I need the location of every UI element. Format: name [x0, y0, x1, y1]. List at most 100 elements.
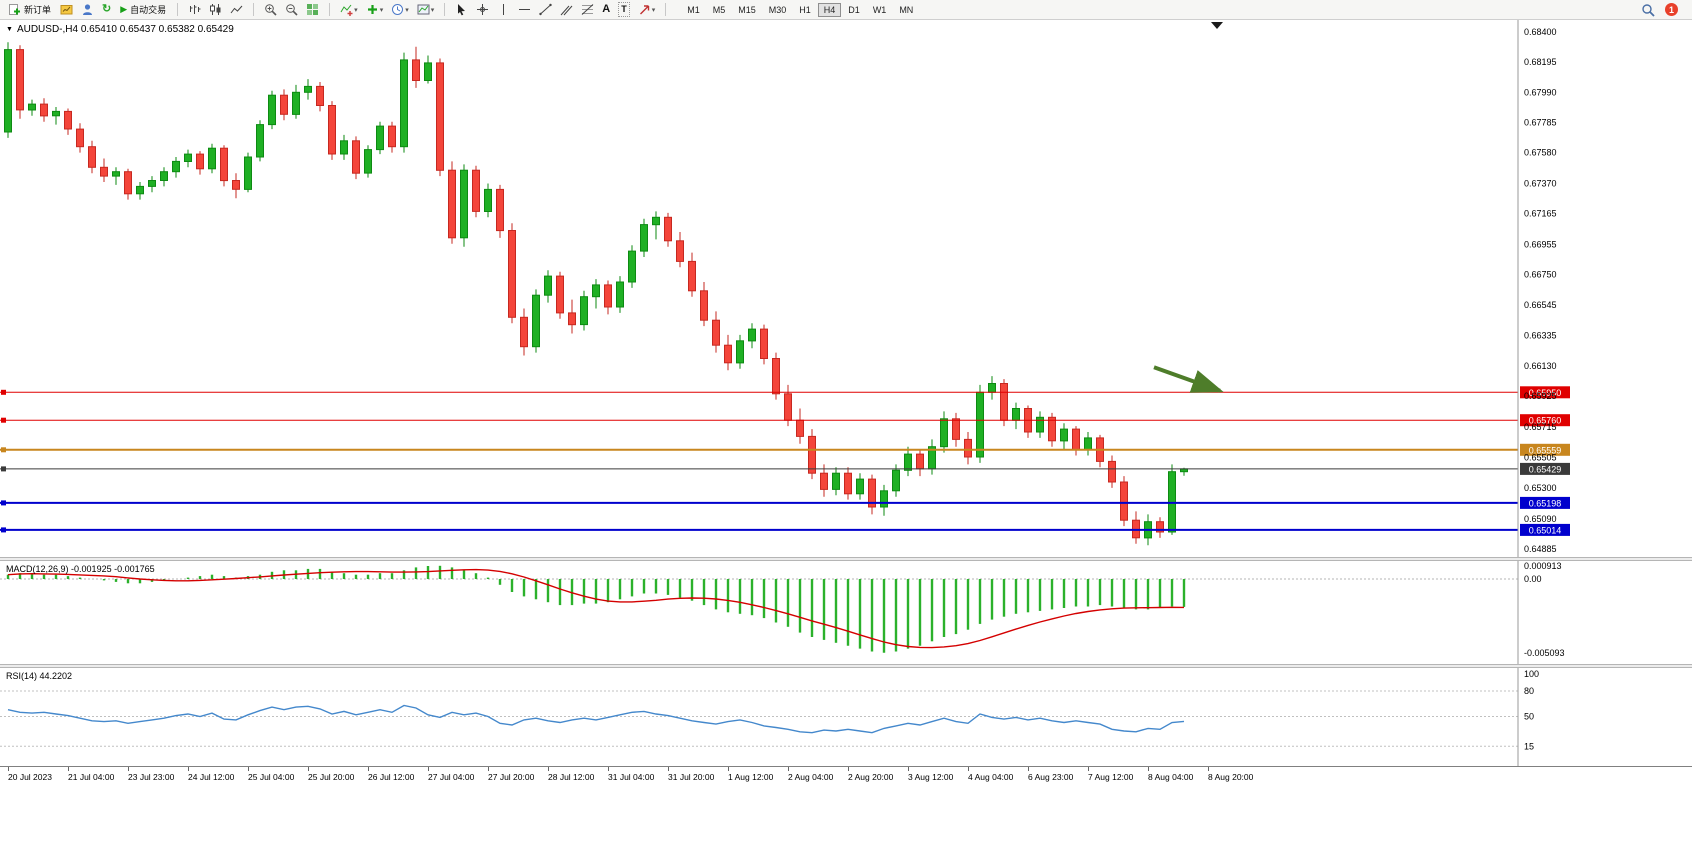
navigator-icon	[83, 4, 93, 15]
arrow-annotation[interactable]	[1153, 365, 1224, 393]
periods-button[interactable]: ▾	[388, 1, 412, 19]
svg-text:0.00: 0.00	[1524, 574, 1542, 584]
timeframe-m1[interactable]: M1	[687, 4, 700, 15]
trendline-button[interactable]	[536, 1, 555, 19]
zoom-out-button[interactable]	[282, 1, 301, 19]
timeframe-m15[interactable]: M15	[738, 4, 756, 15]
hline-0.65950[interactable]: 0.65950	[0, 386, 1570, 399]
indicators-icon	[340, 4, 353, 16]
svg-text:0.65429: 0.65429	[1529, 464, 1562, 474]
time-axis-label: 8 Aug 20:00	[1208, 767, 1254, 782]
time-axis-label: 8 Aug 04:00	[1148, 767, 1194, 782]
timeframe-h1[interactable]: H1	[799, 4, 811, 15]
time-axis-label: 7 Aug 12:00	[1088, 767, 1134, 782]
rsi-line	[7, 704, 1185, 734]
timeframe-d1[interactable]: D1	[848, 4, 860, 15]
time-axis[interactable]: 20 Jul 2023 21 Jul 04:00 23 Jul 23:00 24 Ju…	[0, 766, 1692, 786]
cursor-icon	[458, 4, 466, 16]
auto-trading-icon: ▶	[120, 4, 128, 14]
hline-0.65014[interactable]: 0.65014	[0, 523, 1570, 536]
zoom-out-icon	[286, 4, 298, 16]
time-axis-label: 3 Aug 12:00	[908, 767, 954, 782]
chevron-down-icon: ▾	[354, 6, 358, 14]
new-order-button[interactable]: 新订单	[4, 2, 55, 18]
toolbar-separator	[665, 3, 667, 16]
templates-button[interactable]: ▾	[414, 1, 438, 19]
chevron-down-icon: ▾	[405, 6, 409, 14]
svg-text:0.68400: 0.68400	[1524, 27, 1557, 37]
svg-text:0.65760: 0.65760	[1529, 416, 1562, 426]
svg-text:0.66335: 0.66335	[1524, 331, 1557, 341]
market-watch-button[interactable]	[57, 1, 76, 19]
line-chart-button[interactable]	[227, 1, 246, 19]
tile-windows-button[interactable]	[303, 1, 322, 19]
time-axis-label: 27 Jul 04:00	[428, 767, 475, 782]
time-axis-label: 27 Jul 20:00	[488, 767, 535, 782]
svg-text:0.67580: 0.67580	[1524, 148, 1557, 158]
horizontal-line-button[interactable]	[515, 1, 534, 19]
equidistant-channel-button[interactable]	[557, 1, 576, 19]
panel-splitter[interactable]	[0, 664, 1692, 668]
search-button[interactable]	[1638, 1, 1658, 19]
chevron-down-icon: ▾	[651, 6, 656, 14]
refresh-button[interactable]: ↻	[99, 1, 114, 19]
cursor-button[interactable]	[452, 1, 471, 19]
hline-0.65559[interactable]: 0.65559	[0, 443, 1570, 456]
rsi-panel[interactable]: 100 80 50 15	[0, 668, 1692, 766]
text-label-button[interactable]: T	[615, 1, 633, 19]
panel-splitter[interactable]	[0, 557, 1692, 561]
chevron-down-icon: ▾	[430, 6, 435, 14]
add-chart-button[interactable]: ▾	[363, 1, 387, 19]
svg-text:0.66955: 0.66955	[1524, 240, 1557, 250]
tile-windows-icon	[307, 4, 319, 15]
hline-0.65198[interactable]: 0.65198	[0, 496, 1570, 509]
new-order-icon	[9, 4, 20, 15]
fibonacci-button[interactable]	[578, 1, 597, 19]
templates-icon	[417, 4, 430, 15]
svg-text:0.68195: 0.68195	[1524, 57, 1557, 67]
svg-text:0.66130: 0.66130	[1524, 361, 1557, 371]
periods-clock-icon	[392, 4, 404, 15]
svg-text:0.67785: 0.67785	[1524, 117, 1557, 127]
timeframe-m30[interactable]: M30	[768, 4, 787, 15]
timeframe-group: M1 M5 M15 M30 H1 H4 D1 W1 MN	[681, 2, 919, 17]
collapse-triangle-icon[interactable]: ▼	[6, 26, 13, 33]
hline-0.65429[interactable]: 0.65429	[0, 462, 1570, 475]
crosshair-icon	[477, 4, 489, 15]
timeframe-mn[interactable]: MN	[899, 4, 914, 15]
toolbar-separator	[329, 3, 331, 16]
time-axis-label: 24 Jul 12:00	[188, 767, 235, 782]
svg-text:80: 80	[1524, 686, 1534, 696]
macd-title: MACD(12,26,9) -0.001925 -0.001765	[6, 564, 155, 574]
svg-text:0.67990: 0.67990	[1524, 87, 1557, 97]
navigator-button[interactable]	[78, 1, 97, 19]
notification-badge[interactable]: 1	[1665, 3, 1678, 16]
timeframe-w1[interactable]: W1	[872, 4, 887, 15]
zoom-in-button[interactable]	[261, 1, 280, 19]
line-chart-icon	[230, 5, 243, 14]
price-axis[interactable]: 0.68400 0.68195 0.67990 0.67785 0.67580 0.673…	[1517, 20, 1557, 557]
vertical-line-button[interactable]	[494, 1, 513, 19]
arrows-button[interactable]: ▾	[635, 1, 659, 19]
time-axis-label: 4 Aug 04:00	[968, 767, 1014, 782]
bar-chart-button[interactable]	[185, 1, 204, 19]
auto-trading-button[interactable]: ▶ 自动交易	[116, 2, 170, 18]
macd-signal-line	[7, 568, 1185, 649]
timeframe-m5[interactable]: M5	[712, 4, 726, 15]
market-watch-icon	[60, 5, 73, 15]
text-button[interactable]: A	[599, 1, 613, 19]
chart-window: 0.65950 0.65760 0.65559 0.65429 0.65198 0.650…	[0, 20, 1692, 850]
trendline-icon	[539, 3, 552, 16]
time-axis-label: 20 Jul 2023	[8, 767, 52, 782]
toolbar: 新订单 ↻ ▶ 自动交易 ▾ ▾ ▾ ▾ A T ▾ M1 M5 M15 M30 H1 H…	[0, 0, 1692, 20]
crosshair-button[interactable]	[473, 1, 492, 19]
hline-0.65760[interactable]: 0.65760	[0, 414, 1570, 427]
timeframe-h4[interactable]: H4	[817, 2, 842, 17]
indicators-button[interactable]: ▾	[337, 1, 361, 19]
candlestick-chart[interactable]: 0.65950 0.65760 0.65559 0.65429 0.65198 0.650…	[0, 20, 1692, 557]
svg-text:0.65505: 0.65505	[1524, 453, 1557, 463]
search-icon	[1642, 3, 1655, 17]
macd-panel[interactable]: 0.000913 0.00 -0.005093	[0, 561, 1692, 664]
candlestick-chart-button[interactable]	[206, 1, 225, 19]
svg-text:0.65198: 0.65198	[1529, 498, 1562, 508]
